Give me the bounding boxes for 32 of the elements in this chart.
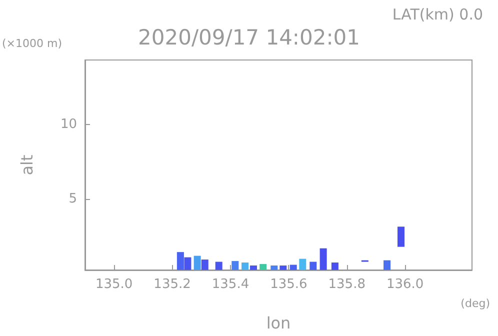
x-tick-label: 136.0 — [386, 277, 424, 292]
bar — [310, 262, 317, 270]
bar — [176, 252, 184, 270]
y-tick-label: 10 — [60, 116, 77, 132]
bar — [280, 266, 287, 270]
chart-subtitle: LAT(km) 0.0 — [392, 6, 484, 24]
x-tick-label: 135.8 — [328, 277, 366, 292]
bar — [250, 266, 257, 270]
x-tick-label: 135.4 — [212, 277, 250, 292]
bar — [398, 226, 404, 247]
text: (deg) — [460, 297, 490, 310]
bar — [384, 260, 391, 270]
bar — [232, 261, 239, 270]
x-tick-label: 135.6 — [270, 277, 308, 292]
chart-title: 2020/09/17 14:02:01 — [138, 26, 360, 50]
x-axis-title: lon — [266, 314, 291, 332]
bar — [242, 262, 249, 270]
bar — [320, 248, 327, 270]
bar — [194, 256, 201, 270]
x-tick-label: 135.2 — [154, 277, 191, 292]
bar — [201, 260, 208, 270]
bar — [270, 266, 278, 270]
bar — [215, 262, 222, 270]
x-tick-label: 135.0 — [95, 277, 133, 292]
bar — [184, 257, 192, 270]
bar — [331, 262, 338, 270]
text: (×1000 m) — [2, 37, 62, 50]
y-axis-title: alt — [18, 154, 36, 176]
y-tick-label: 5 — [68, 192, 77, 207]
bar — [290, 264, 297, 270]
bar — [260, 264, 267, 270]
bar — [299, 258, 306, 270]
